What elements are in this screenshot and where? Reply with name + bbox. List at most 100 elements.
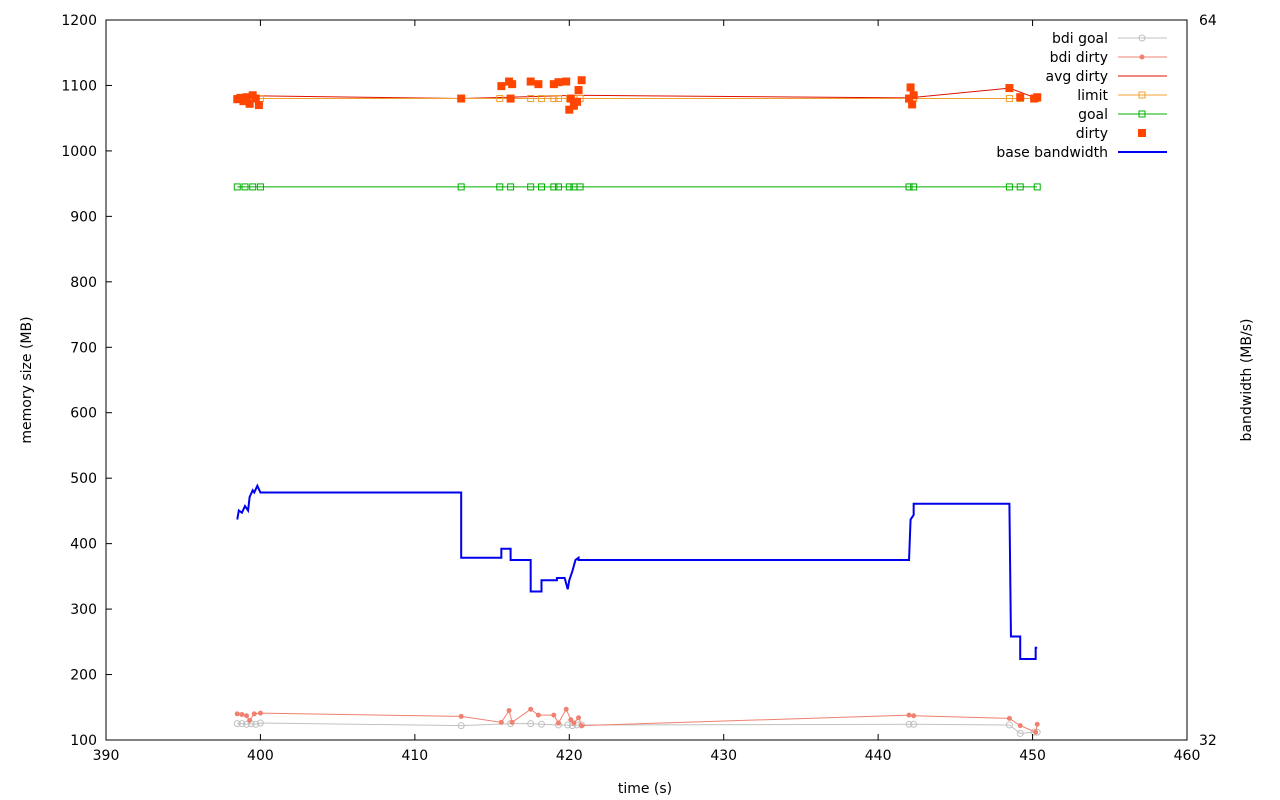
legend-label: bdi dirty xyxy=(1050,50,1108,66)
data-point xyxy=(910,183,918,191)
legend-item-dirty: dirty xyxy=(1076,126,1146,142)
data-point xyxy=(564,721,572,729)
data-point xyxy=(252,720,260,728)
data-point xyxy=(256,183,264,191)
data-point xyxy=(506,94,515,103)
data-point xyxy=(238,720,246,728)
x-tick-label: 440 xyxy=(865,748,892,764)
series-bdi-goal xyxy=(233,719,1041,737)
data-point xyxy=(496,183,504,191)
data-point xyxy=(576,183,584,191)
legend-marker xyxy=(1139,54,1145,60)
series-line xyxy=(237,708,1038,733)
x-tick-label: 390 xyxy=(93,748,120,764)
y-tick-label: 600 xyxy=(70,406,97,422)
data-point xyxy=(554,183,562,191)
legend-marker xyxy=(1138,129,1146,137)
data-point xyxy=(551,712,557,718)
legend-label: avg dirty xyxy=(1045,69,1108,85)
series-bdi-dirty xyxy=(234,706,1040,735)
data-point xyxy=(1016,183,1024,191)
y-tick-label: 100 xyxy=(70,733,97,749)
data-point xyxy=(509,719,515,725)
data-point xyxy=(550,183,558,191)
data-point xyxy=(571,720,577,726)
data-point xyxy=(497,82,506,91)
plot-frame xyxy=(105,19,1188,741)
legend-item-base-bandwidth: base bandwidth xyxy=(996,145,1167,161)
data-point xyxy=(498,719,504,725)
data-point xyxy=(239,711,245,717)
series-line xyxy=(237,722,1038,734)
data-point xyxy=(234,711,240,717)
data-point xyxy=(254,101,263,110)
y-tick-label: 300 xyxy=(70,602,97,618)
data-point xyxy=(527,95,535,103)
legend-item-bdi-dirty: bdi dirty xyxy=(1050,50,1167,66)
data-point xyxy=(905,183,913,191)
data-point xyxy=(1033,729,1039,735)
data-point xyxy=(241,183,249,191)
data-point xyxy=(554,78,563,87)
data-point xyxy=(577,76,586,85)
y-tick-label: 800 xyxy=(70,275,97,291)
y-tick-label: 1000 xyxy=(61,144,97,160)
legend-label: goal xyxy=(1078,107,1108,123)
data-point xyxy=(1005,183,1013,191)
data-point xyxy=(910,720,918,728)
series-goal xyxy=(233,183,1041,191)
data-point xyxy=(905,94,914,103)
x-tick-label: 400 xyxy=(247,748,274,764)
series-dirty xyxy=(233,76,1042,114)
legend-marker xyxy=(1138,34,1146,42)
data-point xyxy=(507,183,515,191)
data-point xyxy=(242,93,251,102)
data-point xyxy=(245,99,254,108)
legend-label: base bandwidth xyxy=(996,145,1108,161)
data-point xyxy=(527,720,535,728)
y-tick-label: 900 xyxy=(70,209,97,225)
data-point xyxy=(550,95,558,103)
data-point xyxy=(906,83,915,92)
ticks-layer: 390 400 410 420 430 440 450 460 100 200 300 400 500 6… xyxy=(61,13,1217,764)
data-point xyxy=(257,710,263,716)
data-point xyxy=(562,77,571,86)
y-tick-label: 400 xyxy=(70,537,97,553)
data-point xyxy=(576,715,582,721)
x-tick-label: 420 xyxy=(556,748,583,764)
data-point xyxy=(1005,95,1013,103)
data-point xyxy=(251,711,257,717)
data-point xyxy=(233,183,241,191)
data-point xyxy=(508,80,517,89)
y-tick-label: 200 xyxy=(70,668,97,684)
data-point xyxy=(573,97,582,106)
y2-tick-label: 32 xyxy=(1199,733,1217,749)
data-point xyxy=(526,77,535,86)
x-axis-label: time (s) xyxy=(618,781,672,797)
data-point xyxy=(549,80,558,89)
data-point xyxy=(579,723,585,729)
data-point xyxy=(496,95,504,103)
legend-label: dirty xyxy=(1076,126,1108,142)
data-point xyxy=(908,100,917,109)
data-point xyxy=(565,183,573,191)
data-point xyxy=(566,94,575,103)
x-tick-label: 410 xyxy=(401,748,428,764)
data-point xyxy=(537,183,545,191)
data-point xyxy=(457,722,465,730)
legend-item-avg-dirty: avg dirty xyxy=(1045,69,1167,85)
data-point xyxy=(535,712,541,718)
series-layer xyxy=(233,76,1042,737)
x-tick-label: 430 xyxy=(710,748,737,764)
data-point xyxy=(1005,84,1014,93)
data-point xyxy=(1033,93,1042,102)
x-tick-label: 450 xyxy=(1019,748,1046,764)
data-point xyxy=(251,94,260,103)
legend-label: bdi goal xyxy=(1052,31,1108,47)
data-point xyxy=(905,720,913,728)
data-point xyxy=(565,105,574,114)
data-point xyxy=(1005,721,1013,729)
legend-item-limit: limit xyxy=(1077,88,1167,104)
bandwidth-line xyxy=(236,483,1038,660)
